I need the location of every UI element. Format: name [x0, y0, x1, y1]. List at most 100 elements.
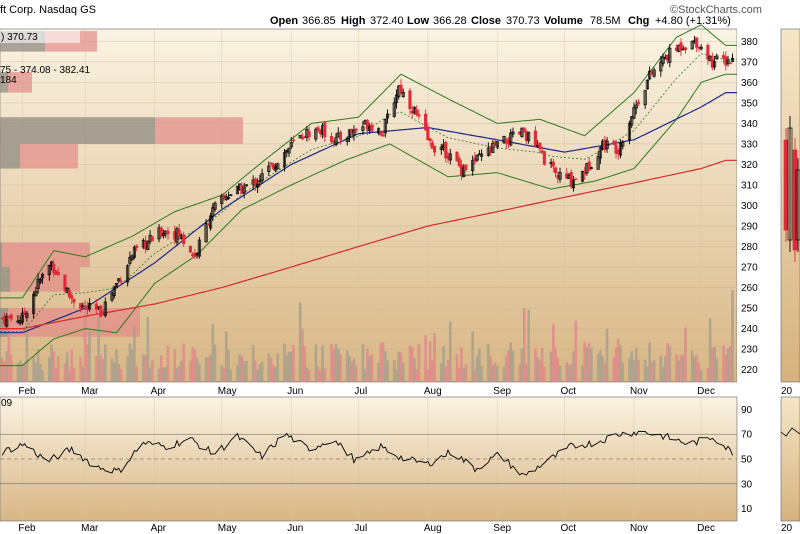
month-label: Mar — [81, 386, 99, 397]
candle-body — [41, 274, 45, 279]
volume-bar — [489, 355, 492, 382]
mini-candle-body — [787, 127, 793, 241]
volume-bar — [254, 360, 257, 382]
candle-body — [538, 142, 542, 150]
volume-bar — [401, 362, 405, 382]
candle-body — [583, 172, 587, 175]
month-label: May — [218, 523, 237, 534]
volume-bar — [722, 345, 725, 382]
candle-body — [222, 195, 226, 198]
volume-profile-bar — [0, 242, 2, 268]
month-label: Oct — [561, 523, 577, 534]
volume-bar — [3, 362, 6, 382]
volume-bar — [7, 320, 11, 382]
rsi-tick-label: 70 — [741, 430, 753, 441]
candle-body — [455, 151, 459, 162]
rsi-tick-label: 90 — [741, 405, 753, 416]
volume-bar — [0, 357, 4, 382]
volume-bar — [677, 360, 681, 382]
price-tick-label: 220 — [741, 365, 758, 376]
candle-body — [220, 195, 224, 205]
volume-bar — [240, 356, 244, 382]
volume-profile-bar — [0, 267, 10, 292]
symbol-title: ft Corp. Nasdaq GS — [0, 4, 96, 16]
volume-bar — [142, 354, 145, 382]
volume-bar — [460, 347, 463, 382]
chg-label: Chg — [628, 15, 649, 27]
candle-body — [394, 94, 399, 104]
candle-body — [448, 153, 452, 161]
candle-body — [520, 127, 524, 137]
price-candles — [0, 35, 735, 328]
volume-bar — [525, 364, 528, 382]
candle-body — [726, 59, 730, 64]
candle-body — [634, 104, 638, 109]
candle-body — [480, 153, 484, 157]
volume-bar — [395, 369, 398, 382]
volume-bar — [245, 360, 248, 382]
volume-bar — [386, 360, 389, 382]
volume-bar — [643, 360, 647, 382]
candle-body — [522, 127, 526, 132]
volume-bar — [522, 307, 526, 382]
close-label: Close — [471, 15, 501, 27]
volume-bar — [480, 366, 483, 382]
price-tick-label: 280 — [741, 242, 758, 253]
candle-body — [213, 202, 217, 210]
volume-bar — [224, 331, 228, 382]
volume-bar — [47, 357, 51, 382]
volume-bar — [133, 326, 136, 382]
candle-body — [94, 303, 98, 310]
volume-bar — [256, 369, 259, 382]
candle-body — [197, 239, 201, 257]
volume-label: Volume — [544, 15, 583, 27]
volume-bar — [65, 352, 69, 382]
volume-bar — [518, 364, 522, 382]
volume-bar — [68, 369, 71, 382]
candle-body — [182, 234, 186, 245]
volume-bar — [675, 354, 678, 382]
candle-body — [132, 246, 136, 258]
volume-bar — [668, 345, 672, 382]
candle-body — [119, 280, 123, 283]
volume-bar — [630, 351, 634, 382]
candle-body — [695, 37, 699, 48]
volume-value: 78.5M — [590, 15, 621, 27]
volume-bar — [572, 351, 575, 382]
volume-bar — [473, 369, 477, 382]
candle-body — [661, 56, 665, 64]
candle-body — [289, 142, 293, 148]
volume-bar — [565, 362, 569, 382]
volume-bar — [728, 345, 732, 382]
low-label: Low — [407, 15, 429, 27]
volume-bar — [706, 368, 710, 382]
volume-bar — [112, 362, 116, 382]
candle-body — [652, 69, 656, 77]
candle-body — [377, 128, 381, 134]
volume-bar — [527, 309, 530, 382]
candle-body — [511, 131, 515, 135]
candle-body — [439, 146, 443, 151]
volume-bar — [321, 345, 324, 382]
volume-bar — [491, 365, 495, 382]
volume-bar — [135, 366, 138, 382]
volume-bar — [16, 363, 20, 382]
volume-bar — [493, 362, 497, 382]
candle-body — [636, 101, 640, 105]
volume-bar — [319, 369, 322, 382]
candle-body — [34, 291, 38, 297]
mini-chart-panel — [780, 28, 800, 383]
candle-body — [385, 113, 390, 119]
volume-bar — [368, 356, 371, 382]
candle-body — [5, 316, 9, 327]
candle-body — [99, 305, 103, 317]
volume-bar — [462, 368, 466, 382]
month-label: Sep — [493, 523, 511, 534]
volume-bar — [487, 343, 490, 382]
volume-bar — [164, 367, 168, 382]
volume-bar — [502, 366, 506, 382]
volume-bar — [23, 363, 26, 382]
legend-price: ) 370.73 — [1, 32, 38, 43]
price-gridlines — [0, 29, 737, 521]
